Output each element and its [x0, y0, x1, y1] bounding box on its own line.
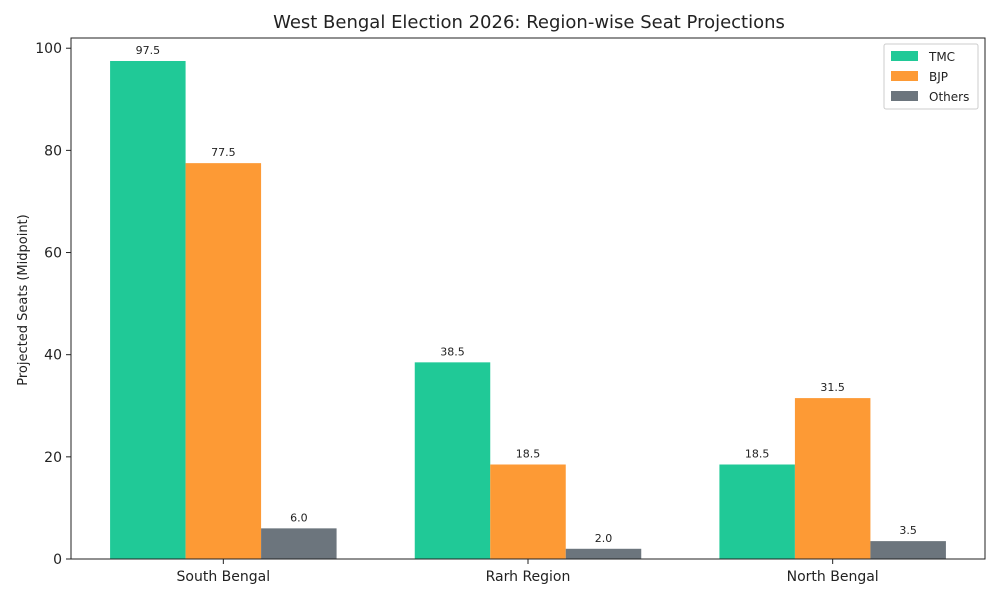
y-tick-label: 20 [44, 450, 62, 466]
legend: TMC BJP Others [883, 43, 979, 110]
data-label-others-rarh-region: 2.0 [595, 532, 613, 545]
bar-bjp-rarh-region [490, 464, 566, 559]
legend-label-tmc: TMC [928, 50, 955, 64]
data-label-bjp-north-bengal: 31.5 [820, 381, 845, 394]
y-axis-label: Projected Seats (Midpoint) [16, 214, 31, 385]
y-tick-label: 40 [44, 348, 62, 364]
bar-tmc-north-bengal [719, 464, 795, 559]
x-tick-label: South Bengal [177, 569, 271, 585]
data-label-others-north-bengal: 3.5 [899, 524, 917, 537]
bar-others-north-bengal [870, 541, 946, 559]
y-tick-label: 100 [35, 41, 62, 57]
x-tick-label: North Bengal [787, 569, 879, 585]
legend-swatch-bjp [891, 71, 918, 81]
chart-title: West Bengal Election 2026: Region-wise S… [273, 12, 785, 33]
data-label-tmc-south-bengal: 97.5 [136, 44, 161, 57]
plot-area: 97.5 38.5 18.5 77.5 18.5 31.5 6.0 2.0 3.5 0 20 40 60… [35, 37, 986, 585]
y-tick-label: 80 [44, 143, 62, 159]
y-tick-label: 0 [53, 552, 62, 568]
legend-label-others: Others [929, 90, 969, 104]
data-label-tmc-north-bengal: 18.5 [745, 448, 770, 461]
bar-bjp-south-bengal [185, 163, 262, 559]
bar-bjp-north-bengal [794, 398, 871, 559]
data-label-tmc-rarh-region: 38.5 [440, 345, 465, 358]
data-label-bjp-rarh-region: 18.5 [516, 448, 541, 461]
bar-others-rarh-region [565, 548, 642, 559]
legend-label-bjp: BJP [929, 70, 948, 84]
x-tick-label: Rarh Region [486, 569, 571, 585]
legend-swatch-others [891, 91, 918, 101]
y-tick-label: 60 [44, 246, 62, 262]
bar-others-south-bengal [261, 528, 337, 559]
bar-tmc-rarh-region [414, 362, 491, 559]
data-label-bjp-south-bengal: 77.5 [211, 146, 236, 159]
legend-swatch-tmc [891, 51, 918, 61]
bar-tmc-south-bengal [110, 60, 186, 560]
data-label-others-south-bengal: 6.0 [290, 511, 308, 524]
